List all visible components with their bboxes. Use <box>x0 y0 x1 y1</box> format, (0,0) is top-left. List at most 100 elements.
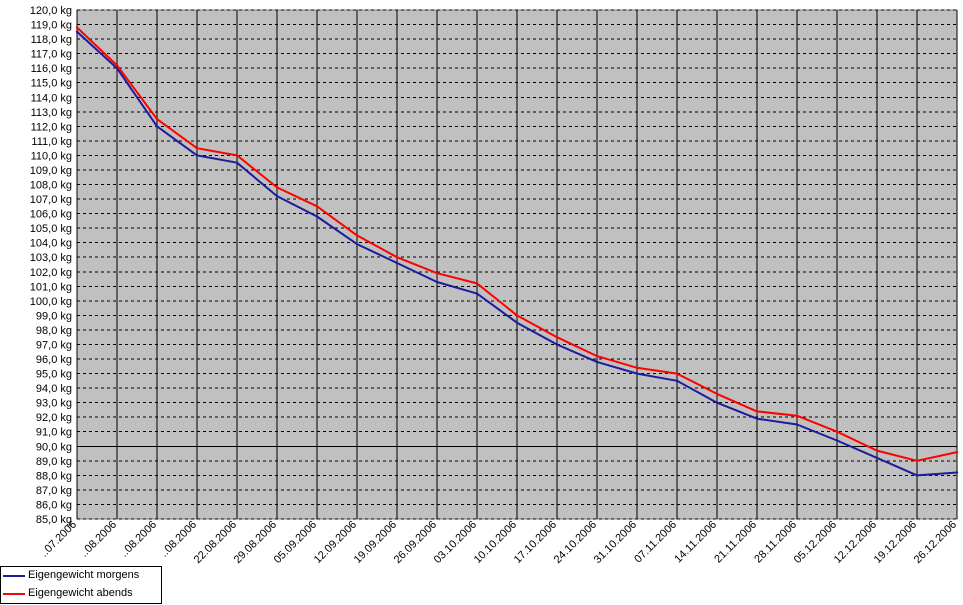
data-point <box>475 292 479 295</box>
y-tick-label: 101,0 kg <box>30 281 72 293</box>
y-tick-label: 114,0 kg <box>31 92 72 104</box>
legend-swatch-morning <box>3 575 25 577</box>
x-tick-label: 21.11.2006 <box>712 519 759 566</box>
data-point <box>275 194 279 198</box>
data-point <box>915 459 919 463</box>
y-tick-label: 110,0 kg <box>31 150 72 162</box>
data-point <box>115 64 119 67</box>
y-tick-label: 97,0 kg <box>36 339 72 351</box>
y-tick-label: 89,0 kg <box>36 456 72 468</box>
data-point <box>795 414 799 417</box>
data-point <box>235 154 239 157</box>
x-axis-tick-labels: ..07.2006 ..08.2006 ..08.2006 ..08.200622.0… <box>38 519 959 566</box>
y-tick-label: 102,0 kg <box>30 267 72 279</box>
data-point <box>875 456 879 460</box>
legend-label-evening: Eigengewicht abends <box>28 587 133 599</box>
data-point <box>835 439 839 442</box>
x-tick-label: 26.12.2006 <box>912 519 959 566</box>
y-tick-label: 88,0 kg <box>36 470 72 482</box>
data-point <box>595 360 599 364</box>
data-point <box>795 423 799 426</box>
legend-entry-evening: Eigengewicht abends <box>1 585 161 603</box>
x-tick-label: ..08.2006 <box>118 519 159 560</box>
y-tick-label: 100,0 kg <box>30 296 72 308</box>
y-tick-label: 107,0 kg <box>30 194 72 206</box>
x-tick-label: 07.11.2006 <box>632 519 679 566</box>
data-point <box>555 343 559 346</box>
x-tick-label: ..08.2006 <box>158 519 199 560</box>
y-tick-label: 85,0 kg <box>36 514 72 526</box>
data-point <box>675 379 679 383</box>
data-point <box>635 366 639 369</box>
data-point <box>235 161 239 164</box>
y-tick-label: 115,0 kg <box>31 78 72 90</box>
y-tick-label: 92,0 kg <box>36 412 72 424</box>
data-point <box>755 417 759 420</box>
y-tick-label: 96,0 kg <box>36 354 72 366</box>
data-point <box>275 186 279 189</box>
y-tick-label: 120,0 kg <box>30 5 72 17</box>
y-tick-label: 116,0 kg <box>31 63 72 75</box>
y-tick-label: 108,0 kg <box>30 180 72 192</box>
data-point <box>515 321 519 324</box>
y-tick-label: 98,0 kg <box>36 325 72 337</box>
x-tick-label: ..08.2006 <box>78 519 119 560</box>
x-tick-label: 31.10.2006 <box>592 519 639 566</box>
y-tick-label: 95,0 kg <box>36 369 72 381</box>
y-tick-label: 111,0 kg <box>31 136 72 148</box>
data-point <box>515 314 519 317</box>
y-tick-label: 106,0 kg <box>30 209 72 221</box>
data-point <box>715 401 719 404</box>
data-point <box>835 430 839 433</box>
y-tick-label: 94,0 kg <box>36 383 72 395</box>
legend: Eigengewicht morgens Eigengewicht abends <box>0 566 162 604</box>
data-point <box>155 125 159 128</box>
data-point <box>875 449 879 452</box>
y-tick-label: 104,0 kg <box>30 238 72 250</box>
data-point <box>355 234 359 237</box>
data-point <box>355 242 359 246</box>
data-point <box>595 354 599 358</box>
data-point <box>715 392 719 396</box>
y-tick-label: 91,0 kg <box>36 427 72 439</box>
y-tick-label: 113,0 kg <box>31 107 72 119</box>
legend-entry-morning: Eigengewicht morgens <box>1 567 161 585</box>
data-point <box>475 282 479 285</box>
data-point <box>555 336 559 339</box>
data-point <box>635 372 639 375</box>
data-point <box>195 146 199 150</box>
data-point <box>435 280 439 284</box>
data-point <box>395 261 399 265</box>
legend-label-morning: Eigengewicht morgens <box>28 569 140 581</box>
y-tick-label: 119,0 kg <box>31 20 72 32</box>
data-point <box>315 205 319 208</box>
plot-area <box>76 9 958 520</box>
y-tick-label: 103,0 kg <box>30 252 72 264</box>
data-point <box>155 117 159 121</box>
data-point <box>955 450 959 454</box>
data-point <box>395 256 399 259</box>
y-tick-label: 118,0 kg <box>31 34 72 46</box>
data-point <box>755 410 759 413</box>
data-point <box>675 372 679 375</box>
data-point <box>315 215 319 218</box>
y-axis-tick-labels: 85,0 kg 86,0 kg 87,0 kg 88,0 kg 89,0 kg 90,0 … <box>30 5 72 526</box>
y-tick-label: 117,0 kg <box>31 49 72 61</box>
y-tick-label: 109,0 kg <box>30 165 72 177</box>
y-tick-label: 87,0 kg <box>36 485 72 497</box>
y-tick-label: 99,0 kg <box>36 310 72 322</box>
data-point <box>195 154 199 157</box>
legend-swatch-evening <box>3 593 25 595</box>
y-tick-label: 112,0 kg <box>31 121 72 133</box>
data-point <box>435 272 439 275</box>
data-point <box>75 30 79 34</box>
data-point <box>955 471 959 474</box>
x-tick-label: 14.11.2006 <box>672 519 719 566</box>
data-point <box>75 26 79 29</box>
data-point <box>915 474 919 477</box>
series-lines <box>75 26 959 477</box>
y-tick-label: 86,0 kg <box>36 499 72 511</box>
y-tick-label: 90,0 kg <box>36 441 72 453</box>
y-tick-label: 105,0 kg <box>30 223 72 235</box>
